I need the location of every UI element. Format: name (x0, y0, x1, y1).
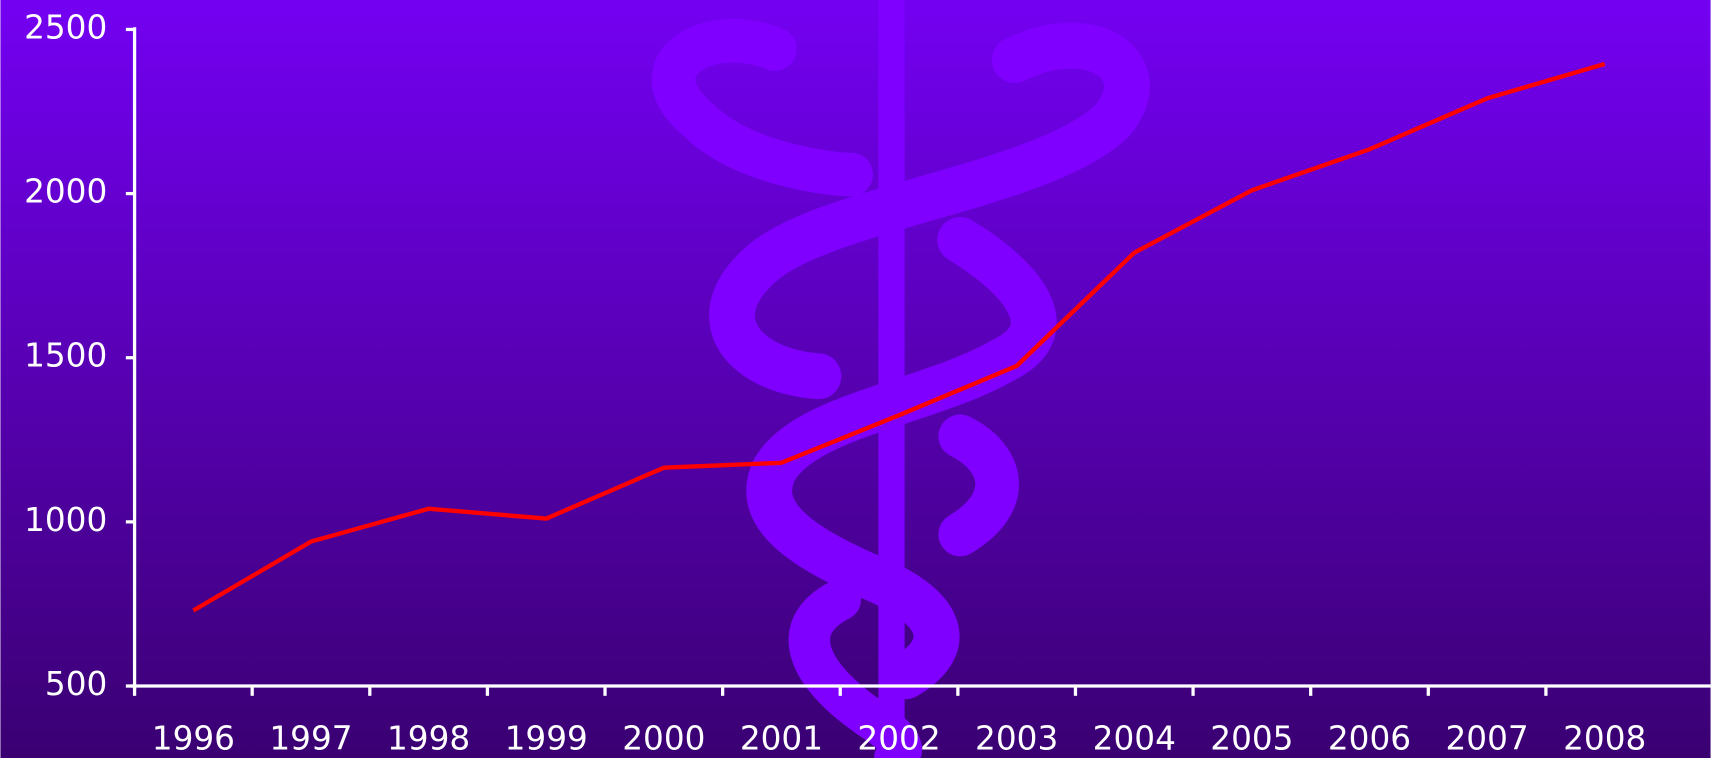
x-tick-label: 2003 (975, 720, 1058, 758)
y-tick-label: 2500 (24, 8, 107, 46)
x-tick-label: 2000 (622, 720, 705, 758)
x-tick-label: 2002 (857, 720, 940, 758)
y-tick-label: 1000 (24, 501, 107, 539)
x-tick-label: 2005 (1210, 720, 1293, 758)
y-tick-label: 1500 (24, 337, 107, 375)
chart: 500 1000 1500 2000 2500 1996 1997 1998 1999 2000 2… (0, 0, 1711, 758)
y-tick-label: 2000 (24, 173, 107, 211)
x-tick-label: 1998 (387, 720, 470, 758)
x-tick-label: 1997 (269, 720, 352, 758)
y-tick-label: 500 (45, 665, 107, 703)
x-tick-label: 1996 (152, 720, 235, 758)
x-tick-label: 2008 (1563, 720, 1646, 758)
page: {"chart_data": {"type": "line", "categor… (0, 0, 1711, 758)
x-tick-label: 2006 (1328, 720, 1411, 758)
x-tick-label: 2001 (740, 720, 823, 758)
x-tick-label: 2004 (1093, 720, 1176, 758)
x-tick-label: 2007 (1445, 720, 1528, 758)
x-tick-label: 1999 (505, 720, 588, 758)
